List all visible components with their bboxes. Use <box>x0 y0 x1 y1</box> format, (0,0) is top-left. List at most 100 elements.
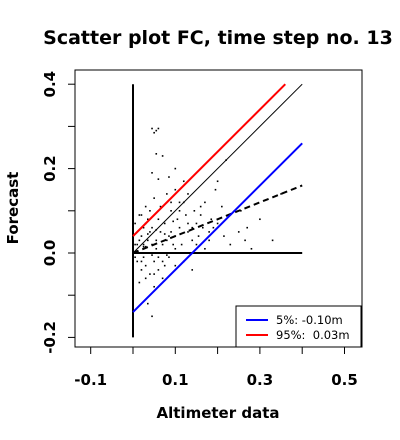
data-point <box>163 222 166 225</box>
data-point <box>204 201 206 204</box>
data-point <box>178 210 181 212</box>
data-point <box>134 222 136 225</box>
data-point <box>132 247 134 250</box>
data-point <box>223 235 225 237</box>
quantile-lines <box>132 83 303 313</box>
x-axis-label: Altimeter data <box>157 404 280 422</box>
data-point <box>216 180 219 183</box>
x-tick-label: 0.1 <box>162 371 189 389</box>
chart-title: Scatter plot FC, time step no. 13 <box>43 27 393 49</box>
data-point <box>187 231 189 233</box>
x-tick-label: 0.5 <box>331 371 358 389</box>
data-point <box>144 264 147 267</box>
line-5pct <box>132 142 303 313</box>
data-point <box>185 214 187 216</box>
data-point <box>212 226 215 229</box>
data-point <box>151 243 153 246</box>
data-point <box>193 210 196 212</box>
data-point <box>174 264 177 267</box>
data-point <box>199 252 202 254</box>
x-axis: -0.1 0.1 0.3 0.5 <box>74 346 358 389</box>
data-point <box>159 231 162 233</box>
data-point <box>191 239 194 242</box>
data-point <box>187 193 189 195</box>
data-point <box>151 172 153 174</box>
data-point <box>174 167 177 170</box>
data-point <box>225 159 227 161</box>
data-point <box>151 226 153 229</box>
data-point <box>210 218 213 221</box>
data-point <box>144 205 147 208</box>
data-point <box>138 214 141 216</box>
reference-line-regression <box>132 184 303 254</box>
legend-box <box>235 305 362 348</box>
data-point <box>144 245 147 248</box>
y-tick-label: -0.2 <box>41 321 59 354</box>
data-point <box>155 239 158 242</box>
data-point <box>172 220 174 223</box>
data-point <box>221 205 223 208</box>
data-point <box>151 254 153 256</box>
data-point <box>147 302 149 305</box>
data-point <box>259 218 261 221</box>
scatter-points <box>132 127 282 318</box>
data-point <box>159 205 162 208</box>
x-tick-label: -0.1 <box>74 371 107 389</box>
data-point <box>191 269 194 271</box>
data-point <box>157 218 160 221</box>
data-point <box>178 201 181 204</box>
data-point <box>153 273 155 275</box>
data-point <box>149 210 151 212</box>
data-point <box>136 250 139 252</box>
data-point <box>187 222 189 225</box>
data-point <box>157 269 160 271</box>
data-point <box>180 243 183 246</box>
data-point <box>136 243 139 246</box>
data-point <box>161 243 164 246</box>
data-point <box>132 264 134 267</box>
data-point <box>168 235 170 237</box>
data-point <box>132 231 134 233</box>
data-point <box>201 226 204 229</box>
data-point <box>149 273 151 275</box>
data-point <box>138 239 141 242</box>
data-point <box>153 260 155 263</box>
data-point <box>163 233 166 235</box>
data-point <box>182 180 185 183</box>
data-point <box>182 201 185 204</box>
data-point <box>140 235 143 237</box>
y-axis-label: Forecast <box>4 172 22 245</box>
data-point <box>136 260 139 263</box>
data-point <box>174 235 177 237</box>
data-point <box>176 218 179 221</box>
data-point <box>246 226 249 229</box>
data-point <box>153 197 155 199</box>
data-point <box>166 254 168 256</box>
data-point <box>142 226 145 229</box>
legend: 5%: -0.10m 95%: 0.03m <box>235 305 362 348</box>
data-point <box>149 231 151 233</box>
data-point <box>174 247 177 250</box>
data-point <box>142 243 145 246</box>
data-point <box>189 252 191 254</box>
data-point <box>240 210 242 212</box>
data-point <box>155 247 158 250</box>
data-point <box>216 252 219 254</box>
data-point <box>134 256 136 259</box>
plot-frame <box>74 69 363 348</box>
data-point <box>134 243 136 246</box>
data-point <box>155 153 158 155</box>
y-tick-label: 0.0 <box>41 240 59 267</box>
data-point <box>161 155 164 157</box>
data-point <box>161 277 164 280</box>
legend-label-5pct: 5%: -0.10m <box>276 313 343 327</box>
data-point <box>199 214 202 216</box>
data-point <box>147 218 149 221</box>
data-point <box>153 131 155 134</box>
data-point <box>208 239 210 242</box>
data-point <box>214 188 217 191</box>
y-tick-label: 0.4 <box>41 71 59 98</box>
y-tick-label: 0.2 <box>41 155 59 182</box>
data-point <box>140 269 143 271</box>
data-point <box>216 222 219 225</box>
